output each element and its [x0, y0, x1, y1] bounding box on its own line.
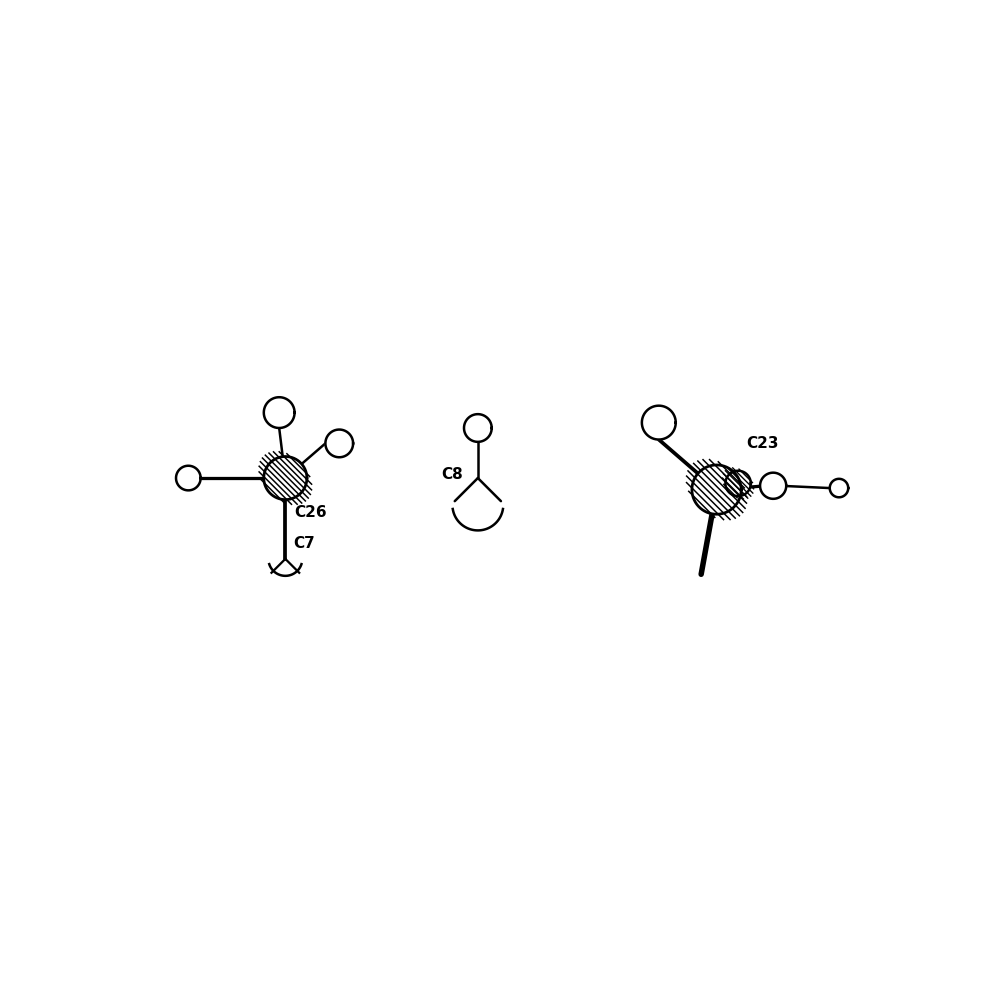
- Text: C26: C26: [295, 505, 327, 520]
- Polygon shape: [464, 414, 492, 442]
- Polygon shape: [325, 430, 353, 457]
- Polygon shape: [264, 397, 295, 428]
- Text: C8: C8: [441, 467, 463, 482]
- Polygon shape: [642, 406, 676, 440]
- Text: C7: C7: [293, 536, 315, 551]
- Polygon shape: [692, 465, 741, 514]
- Polygon shape: [176, 466, 201, 490]
- Text: C23: C23: [746, 436, 778, 451]
- Polygon shape: [264, 456, 307, 500]
- Polygon shape: [725, 471, 751, 496]
- Polygon shape: [830, 479, 848, 497]
- Polygon shape: [760, 473, 786, 499]
